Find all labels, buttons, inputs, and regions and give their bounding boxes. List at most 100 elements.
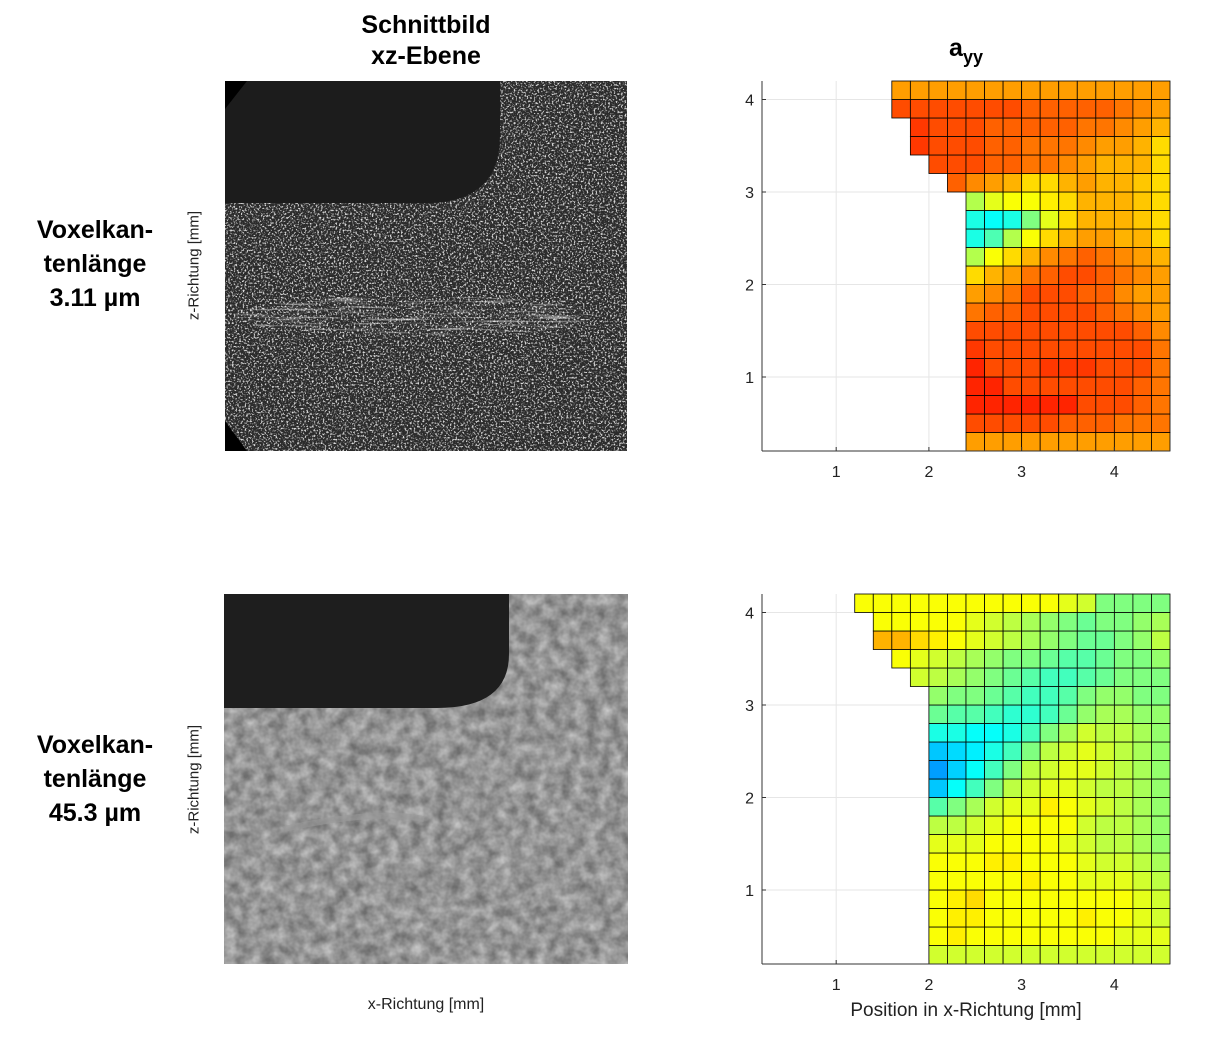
heatmap-cell (965, 889, 985, 909)
heatmap-cell (909, 593, 930, 613)
heatmap-cell (1132, 889, 1152, 909)
heatmap-cell (1058, 154, 1078, 174)
heatmap-cell (1132, 265, 1152, 285)
y-tick-label: 1 (745, 370, 754, 387)
heatmap-cell (1151, 302, 1171, 322)
heatmap-cell (1076, 191, 1097, 211)
heatmap-cell (1113, 228, 1134, 248)
heatmap-cell (1058, 117, 1078, 137)
heatmap-cell (1132, 228, 1152, 248)
heatmap-cell (1076, 908, 1097, 928)
heatmap-cell (984, 908, 1004, 928)
heatmap-cell (984, 593, 1004, 613)
heatmap-cell (1076, 228, 1097, 248)
heatmap-cell (928, 612, 948, 632)
heatmap-cell (965, 358, 985, 378)
heatmap-cell (1113, 834, 1134, 854)
x-tick-label: 3 (1017, 977, 1026, 994)
heatmap-cell (965, 210, 985, 230)
heatmap-cell (1076, 926, 1097, 946)
heatmap-cell (1113, 265, 1134, 285)
heatmap-cell (1058, 778, 1078, 798)
heatmap-cell (1076, 99, 1097, 119)
heatmap-cell (1039, 117, 1060, 137)
heatmap-cell (984, 686, 1004, 706)
heatmap-cell (1002, 852, 1023, 872)
heatmap-cell (1058, 191, 1078, 211)
heatmap-cell (1113, 778, 1134, 798)
heatmap-cell (1113, 321, 1134, 341)
heatmap-cell (928, 723, 948, 743)
heatmap-cell (928, 760, 948, 780)
heatmap-cell (1151, 741, 1171, 761)
heatmap-cell (1113, 630, 1134, 650)
heatmap-cell (1095, 210, 1115, 230)
heatmap-cell (1095, 376, 1115, 396)
heatmap-cell (1021, 136, 1041, 156)
heatmap-cell (1151, 358, 1171, 378)
heatmap-cell (1058, 908, 1078, 928)
heatmap-cell (1132, 284, 1152, 304)
heatmap-cell (1058, 630, 1078, 650)
heatmap-cell (1095, 667, 1115, 687)
heatmap-cell (1151, 834, 1171, 854)
row-label-line1: Voxelkan- (36, 216, 154, 244)
heatmap-cell (1113, 136, 1134, 156)
heatmap-cell (1021, 704, 1041, 724)
heatmap-cell (1151, 815, 1171, 835)
x-tick-label: 1 (832, 464, 841, 481)
heatmap-cell (1058, 228, 1078, 248)
heatmap-cell (1151, 630, 1171, 650)
heatmap-cell (1095, 704, 1115, 724)
heatmap-cell (1076, 136, 1097, 156)
heatmap-cell (1113, 339, 1134, 359)
heatmap-cell (947, 154, 967, 174)
heatmap-cell (1132, 210, 1152, 230)
heatmap-cell (928, 667, 948, 687)
heatmap-cell (1076, 649, 1097, 669)
heatmap-cell (1151, 117, 1171, 137)
heatmap-cell (984, 889, 1004, 909)
heatmap-cell (1058, 376, 1078, 396)
heatmap-cell (1095, 778, 1115, 798)
heatmap-cell (1058, 413, 1078, 433)
slice-y-label-top: z-Richtung [mm] (185, 210, 203, 321)
heatmap-cell (1058, 889, 1078, 909)
heatmap-cell (1132, 321, 1152, 341)
heatmap-cell (1151, 945, 1171, 965)
heatmap-cell (1058, 926, 1078, 946)
row-label-bottom: Voxelkan- tenlänge 45.3 µm (0, 728, 190, 830)
heatmap-cell (947, 797, 967, 817)
heatmap-cell (1113, 247, 1134, 267)
heatmap-cell (1113, 358, 1134, 378)
heatmap-cell (965, 612, 985, 632)
heatmap-cell (909, 117, 930, 137)
heatmap-cell (1151, 228, 1171, 248)
heatmap-cell (1132, 99, 1152, 119)
heatmap-cell (854, 593, 874, 613)
heatmap-cell (1076, 358, 1097, 378)
heatmap-cell (1095, 284, 1115, 304)
heatmap-cell (1132, 649, 1152, 669)
heatmap-cell (928, 80, 948, 100)
heatmap-cell (1076, 321, 1097, 341)
heatmap-cell (1002, 339, 1023, 359)
heatmap-cell (1002, 284, 1023, 304)
heatmap-cell (947, 630, 967, 650)
heatmap-cell (1002, 265, 1023, 285)
heatmap-cell (1076, 815, 1097, 835)
heatmap-cell (1021, 926, 1041, 946)
heatmap-cell (1132, 704, 1152, 724)
heatmap-cell (1002, 760, 1023, 780)
heatmap-cell (984, 760, 1004, 780)
heatmap-cell (1151, 136, 1171, 156)
heatmap-cell (965, 284, 985, 304)
heatmap-cell (947, 889, 967, 909)
heatmap-cell (1021, 778, 1041, 798)
heatmap-cell (1039, 630, 1060, 650)
heatmap-cell (965, 760, 985, 780)
heatmap-cell (1039, 210, 1060, 230)
heatmap-cell (1113, 210, 1134, 230)
heatmap-cell (872, 630, 893, 650)
heatmap-cell (1058, 173, 1078, 193)
